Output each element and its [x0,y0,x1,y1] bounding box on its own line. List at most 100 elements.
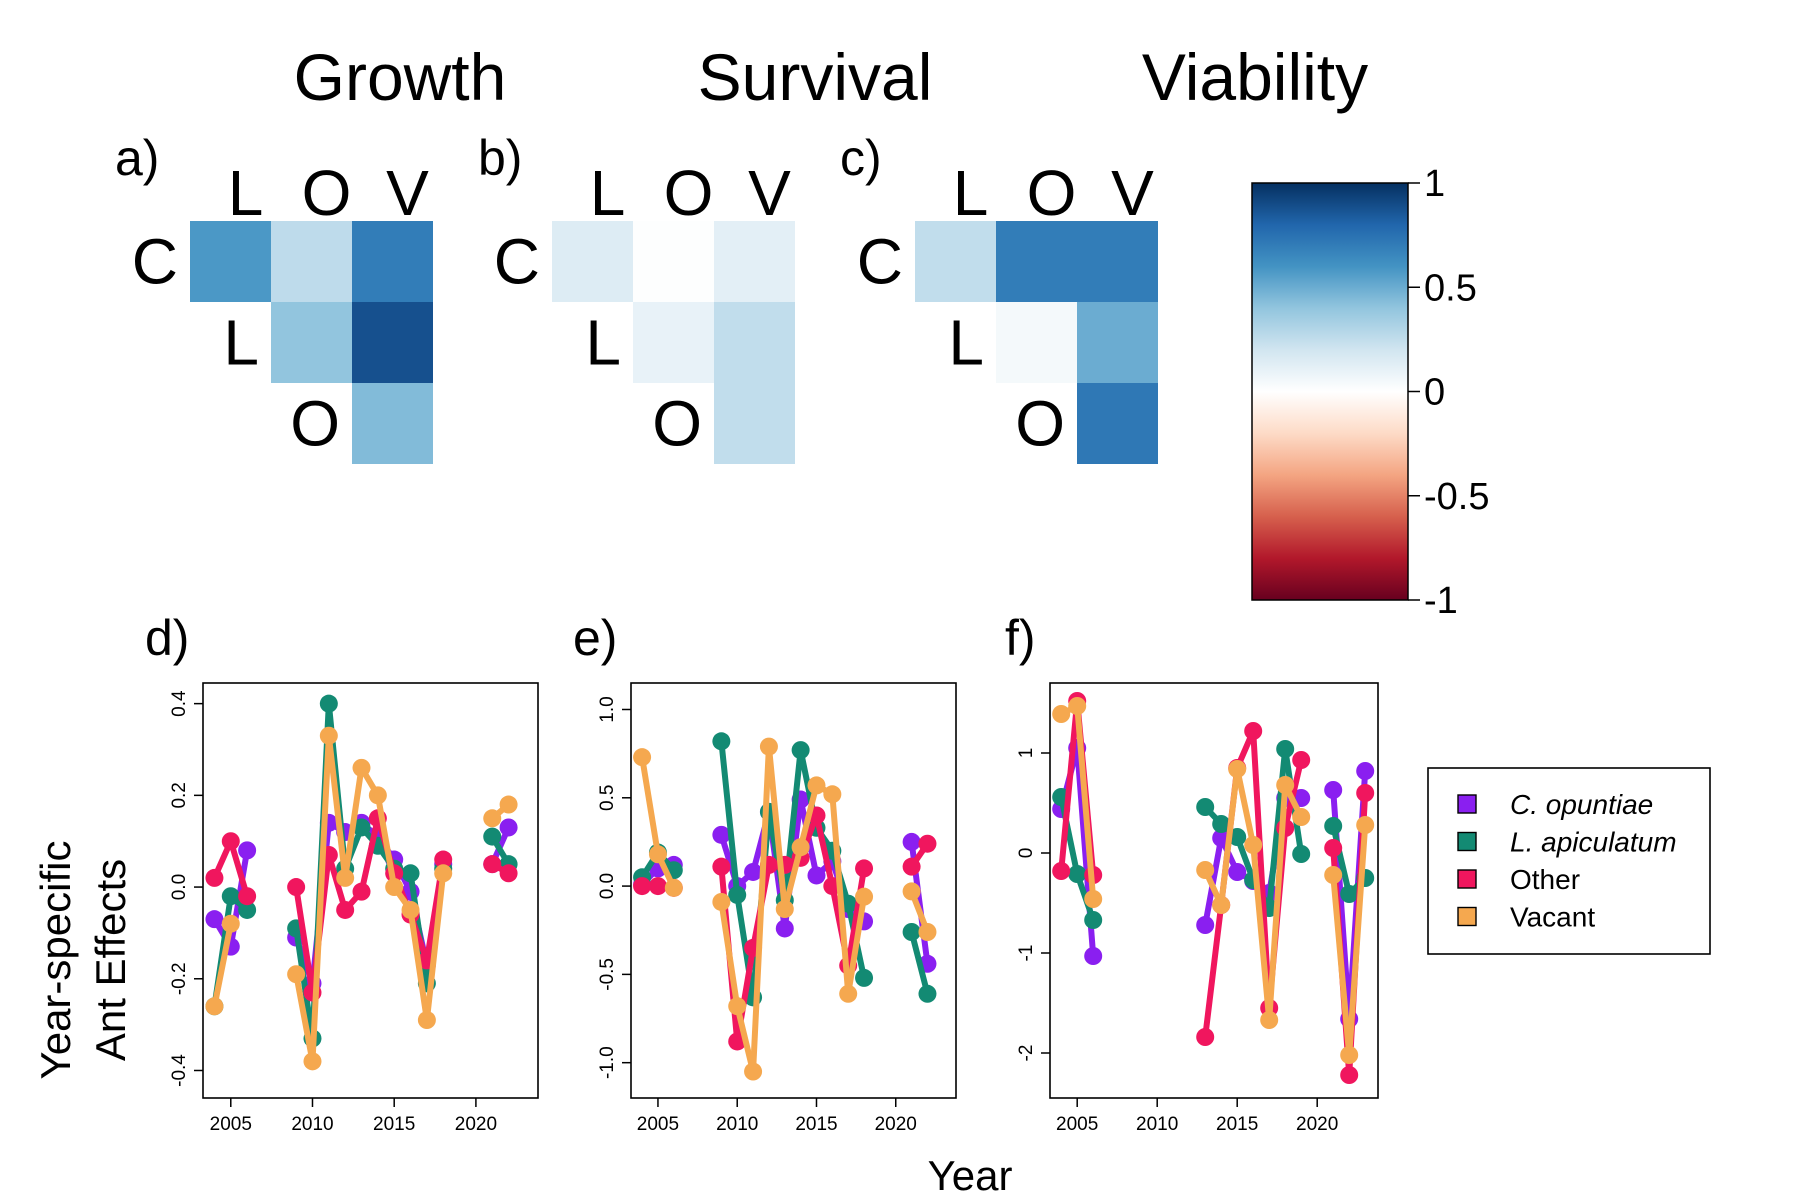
series-segment [1266,782,1289,1023]
matrix-cell [915,221,996,302]
series-segment [293,884,316,996]
series-segment [1282,757,1305,831]
plot-area [633,732,937,1081]
plot-frame [630,682,957,1099]
plot-frame [202,682,539,1099]
data-point [1196,916,1215,934]
x-tick-label: 2020 [1296,1114,1338,1135]
matrix-col-label: O [1027,157,1077,229]
matrix-cell [1077,302,1158,383]
series-segment [813,812,836,890]
line-panel-e: e) 2005 2010 2015 2020 -1.0 -0.5 0.0 0.5 1.0 [573,610,957,1135]
matrix-cell [714,221,795,302]
series-segment [309,732,332,1065]
panel-letter: a) [115,130,159,186]
data-point [1356,784,1375,802]
x-tick-label: 2010 [716,1114,758,1135]
data-point [712,732,731,751]
data-point [633,877,652,896]
x-tick-label: 2005 [1056,1114,1098,1135]
data-point [417,1011,436,1030]
data-point [205,997,224,1016]
matrix-row-label: C [494,226,540,298]
line-panel-d: d) 2005 2010 2015 2020 -0.4 -0.2 0.0 0.2 0.4 [145,610,539,1135]
series-segment [342,764,365,881]
matrix-row-label: C [132,226,178,298]
data-point [319,694,338,713]
legend: C. opuntiae L. apiculatum Other Vacant [1427,767,1711,955]
title-survival: Survival [698,40,933,114]
data-point [1052,705,1071,723]
data-point [1260,1011,1279,1029]
matrix-cell [271,221,352,302]
series-segment [1202,902,1225,1040]
data-point [728,885,747,904]
data-point [1212,896,1231,914]
series-segment [845,865,868,969]
y-axis-title-line2: Ant Effects [87,859,134,1061]
data-point [902,923,921,941]
data-point [352,758,371,777]
series-segment [423,870,447,1024]
data-point [336,900,355,919]
data-point [336,868,355,887]
series-segment [718,738,741,898]
data-point [1228,760,1247,778]
x-tick-label: 2015 [1216,1114,1258,1135]
data-point [855,887,874,906]
y-tick-label: 1 [1016,748,1037,759]
series-vacant [205,726,518,1071]
data-point [855,859,874,878]
data-point [368,786,387,805]
matrix-col-label: V [1111,157,1154,229]
panel-letter: c) [840,130,882,186]
line-panel-f: f) 2005 2010 2015 2020 -2 -1 0 1 [1005,610,1379,1135]
series-segment [829,791,852,997]
data-point [1212,815,1231,833]
series-segment [407,906,430,1024]
series-segment [781,844,804,913]
plot-area [205,694,518,1071]
legend-swatch [1457,831,1477,852]
colorbar-gradient [1251,182,1409,601]
matrix-col-label: O [664,157,714,229]
matrix-cell [1077,383,1158,464]
data-point [1340,1066,1359,1084]
matrix-row-label: O [652,388,702,460]
y-tick-label: 0.2 [169,782,190,808]
series-segment [1058,794,1081,877]
x-tick-label: 2005 [637,1114,679,1135]
matrix-col-label: L [590,157,626,229]
data-point [205,868,224,887]
data-point [238,887,257,906]
y-tick-label: 1.0 [597,696,618,722]
data-point [238,900,257,919]
matrix-cell [714,383,795,464]
data-point [1196,1028,1215,1046]
data-point [1228,863,1247,881]
data-point [759,737,778,756]
series-segment [908,929,931,997]
y-tick-label: 0.0 [169,874,190,900]
series-segment [1234,766,1257,848]
data-point [401,900,420,919]
x-tick-label: 2015 [795,1114,837,1135]
matrix-row-label: L [585,307,621,379]
data-point [902,882,921,901]
data-point [728,997,747,1016]
matrix-col-label: V [748,157,791,229]
matrix-row-label: L [223,307,259,379]
data-point [791,838,810,857]
series-segment [211,920,234,1010]
y-tick-label: 0.0 [597,873,618,899]
y-tick-label: -1 [1016,945,1037,962]
series-segment [293,971,316,1065]
x-tick-label: 2005 [210,1114,252,1135]
series-segment [765,743,788,913]
data-point [633,748,652,767]
data-point [918,834,937,853]
series-segment [734,1003,757,1075]
series-segment [781,747,804,904]
matrix-cell [996,302,1077,383]
data-point [791,741,810,760]
